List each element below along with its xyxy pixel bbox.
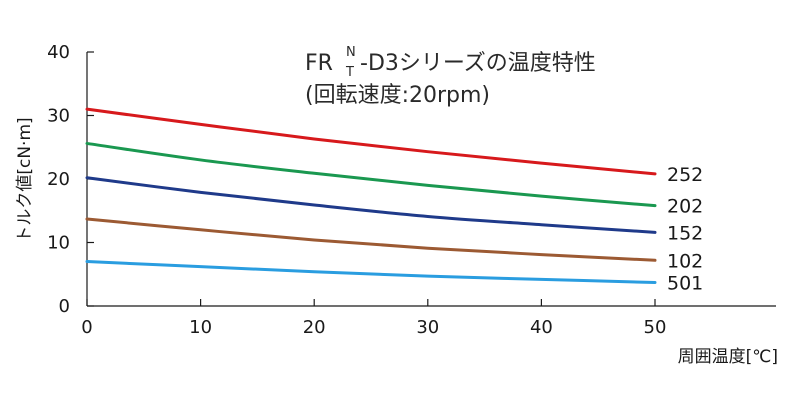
title-suffix: -D3シリーズの温度特性 [360,51,596,76]
series-line-152 [85,176,657,234]
x-tick-label: 10 [189,317,212,338]
chart-subtitle: (回転速度:20rpm) [305,83,490,108]
x-tick-label: 20 [303,317,326,338]
series-layer [85,107,657,285]
title-prefix: FR [305,51,333,76]
series-line-252 [85,107,657,176]
y-tick-label: 0 [59,296,70,317]
series-line-102 [85,217,657,262]
series-label-202: 202 [667,196,703,218]
x-axis-ticks: 0 10 20 30 40 50 [81,299,666,338]
series-label-102: 102 [667,250,703,272]
y-axis-label: トルク値[cN·m] [15,117,35,242]
y-tick-label: 10 [47,233,70,254]
y-axis-ticks: 0 10 20 30 40 [47,42,94,317]
chart-title: FR N T -D3シリーズの温度特性 (回転速度:20rpm) [305,45,596,108]
x-axis-label: 周囲温度[℃] [678,347,778,367]
x-tick-label: 30 [416,317,439,338]
series-label-252: 252 [667,164,703,186]
y-tick-label: 20 [47,169,70,190]
series-label-501: 501 [667,273,703,295]
series-line-501 [85,260,657,285]
x-tick-label: 0 [81,317,92,338]
title-subscript: T [345,65,354,80]
series-line-202 [85,141,657,208]
title-superscript: N [346,45,356,60]
series-label-152: 152 [667,222,703,244]
y-tick-label: 30 [47,106,70,127]
x-tick-label: 40 [530,317,553,338]
y-tick-label: 40 [47,42,70,63]
x-tick-label: 50 [644,317,667,338]
